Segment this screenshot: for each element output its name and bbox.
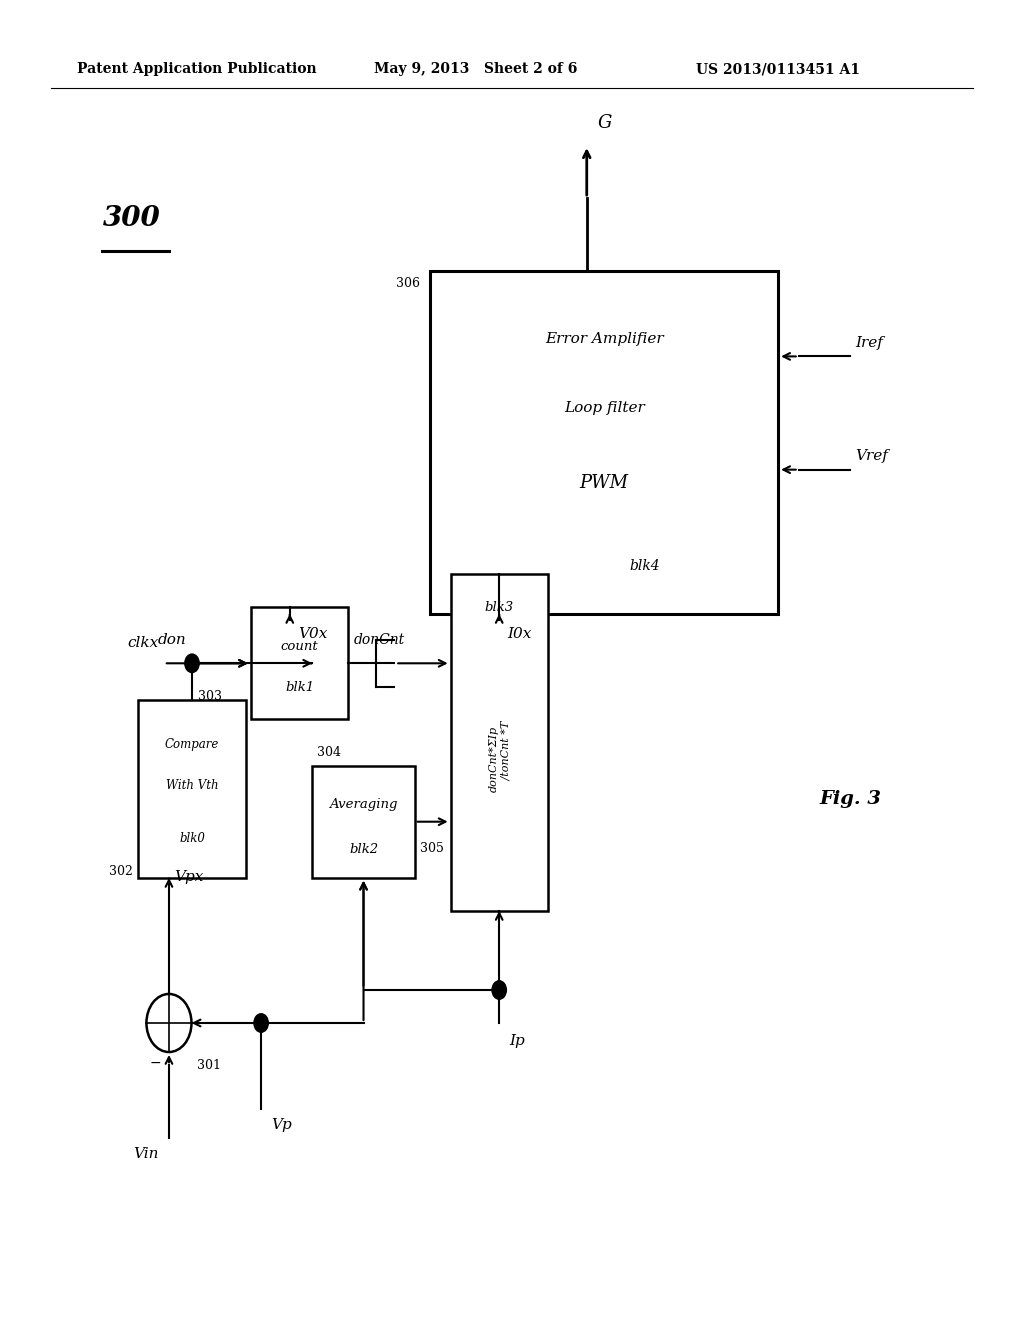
Text: Ip: Ip xyxy=(510,1034,525,1048)
Text: 305: 305 xyxy=(420,842,443,854)
Text: 301: 301 xyxy=(197,1059,220,1072)
Text: Compare: Compare xyxy=(165,738,219,751)
Text: blk4: blk4 xyxy=(630,558,660,573)
Text: I0x: I0x xyxy=(508,627,531,642)
Text: 306: 306 xyxy=(396,277,420,290)
Text: G: G xyxy=(598,114,612,132)
Text: Vpx: Vpx xyxy=(174,870,204,884)
Text: blk2: blk2 xyxy=(349,843,378,857)
Bar xyxy=(312,766,415,878)
Circle shape xyxy=(146,994,191,1052)
Text: Loop filter: Loop filter xyxy=(564,401,644,414)
Text: Vin: Vin xyxy=(133,1147,159,1162)
Text: count: count xyxy=(281,640,318,653)
Text: donCnt: donCnt xyxy=(353,634,404,648)
Text: V0x: V0x xyxy=(298,627,328,642)
Bar xyxy=(430,271,778,614)
Text: PWM: PWM xyxy=(580,474,629,492)
Text: Iref: Iref xyxy=(855,335,883,350)
Circle shape xyxy=(184,653,199,672)
Text: Vref: Vref xyxy=(855,449,888,463)
Text: 300: 300 xyxy=(102,205,160,231)
Text: With Vth: With Vth xyxy=(166,779,218,792)
Text: 302: 302 xyxy=(110,865,133,878)
Text: blk1: blk1 xyxy=(285,681,314,694)
Text: Patent Application Publication: Patent Application Publication xyxy=(77,62,316,77)
Text: donCnt*ΣIp
     /tonCnt *T: donCnt*ΣIp /tonCnt *T xyxy=(488,721,510,797)
Circle shape xyxy=(254,1014,268,1032)
Text: −: − xyxy=(150,1056,161,1069)
Text: Fig. 3: Fig. 3 xyxy=(819,789,882,808)
Circle shape xyxy=(492,981,506,999)
Text: clkx: clkx xyxy=(127,636,159,651)
Text: US 2013/0113451 A1: US 2013/0113451 A1 xyxy=(696,62,860,77)
Text: May 9, 2013   Sheet 2 of 6: May 9, 2013 Sheet 2 of 6 xyxy=(374,62,578,77)
Text: Error Amplifier: Error Amplifier xyxy=(545,333,664,346)
Text: blk3: blk3 xyxy=(484,602,514,614)
Text: blk0: blk0 xyxy=(179,832,205,845)
Text: Vp: Vp xyxy=(271,1118,292,1133)
Text: don: don xyxy=(158,634,186,648)
Text: 303: 303 xyxy=(198,689,222,702)
Bar xyxy=(451,574,548,911)
Bar xyxy=(251,607,348,719)
Text: 304: 304 xyxy=(317,746,341,759)
Text: Averaging: Averaging xyxy=(330,799,397,812)
Bar xyxy=(138,700,246,878)
